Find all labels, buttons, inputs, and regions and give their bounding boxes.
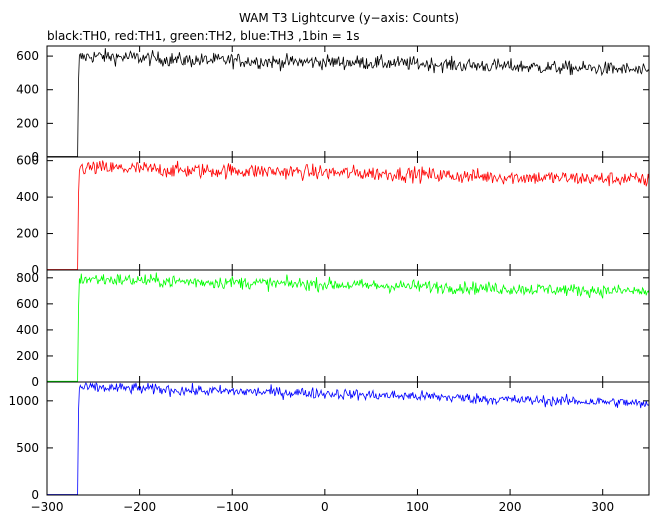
y-tick-label: 0 bbox=[31, 488, 39, 502]
y-tick-label: 400 bbox=[16, 190, 39, 204]
series-th2-line bbox=[47, 272, 650, 382]
y-tick-label: 200 bbox=[16, 116, 39, 130]
y-tick-label: 200 bbox=[16, 227, 39, 241]
y-tick-label: 400 bbox=[16, 323, 39, 337]
panel-frame bbox=[46, 269, 650, 383]
series-th1-line bbox=[47, 160, 650, 270]
x-axis: −300 −200 −100 0 100 200 300 bbox=[31, 500, 615, 514]
y-tick-label: 0 bbox=[31, 375, 39, 389]
y-tick-label: 600 bbox=[16, 154, 39, 168]
x-tick-label: −100 bbox=[216, 500, 249, 514]
x-tick-label: 100 bbox=[406, 500, 429, 514]
panel-th0: 0 200 400 600 bbox=[16, 45, 650, 164]
y-tick-label: 400 bbox=[16, 83, 39, 97]
y-tick-label: 0 bbox=[31, 263, 39, 277]
x-tick-label: 300 bbox=[591, 500, 614, 514]
y-tick-label: 200 bbox=[16, 349, 39, 363]
panel-th2: 0 200 400 600 800 bbox=[16, 269, 650, 389]
panel-th1: 0 200 400 600 bbox=[16, 154, 650, 277]
chart-subtitle: black:TH0, red:TH1, green:TH2, blue:TH3 … bbox=[47, 29, 360, 43]
x-tick-label: 200 bbox=[499, 500, 522, 514]
panel-frame bbox=[46, 381, 650, 496]
y-tick-label: 600 bbox=[16, 297, 39, 311]
x-tick-label: −300 bbox=[31, 500, 64, 514]
y-tick-label: 600 bbox=[16, 49, 39, 63]
series-th0-line bbox=[47, 48, 650, 157]
x-tick-label: 0 bbox=[321, 500, 329, 514]
chart-title: WAM T3 Lightcurve (y−axis: Counts) bbox=[239, 11, 459, 25]
x-tick-label: −200 bbox=[123, 500, 156, 514]
y-tick-label: 500 bbox=[16, 441, 39, 455]
y-tick-label: 800 bbox=[16, 271, 39, 285]
series-th3-line bbox=[47, 381, 650, 495]
y-tick-label: 0 bbox=[31, 150, 39, 164]
panels: 0200400600020040060002004006008000500100… bbox=[8, 45, 650, 502]
y-tick-label: 1000 bbox=[8, 394, 39, 408]
panel-th3: 0 500 1000 bbox=[8, 381, 650, 502]
